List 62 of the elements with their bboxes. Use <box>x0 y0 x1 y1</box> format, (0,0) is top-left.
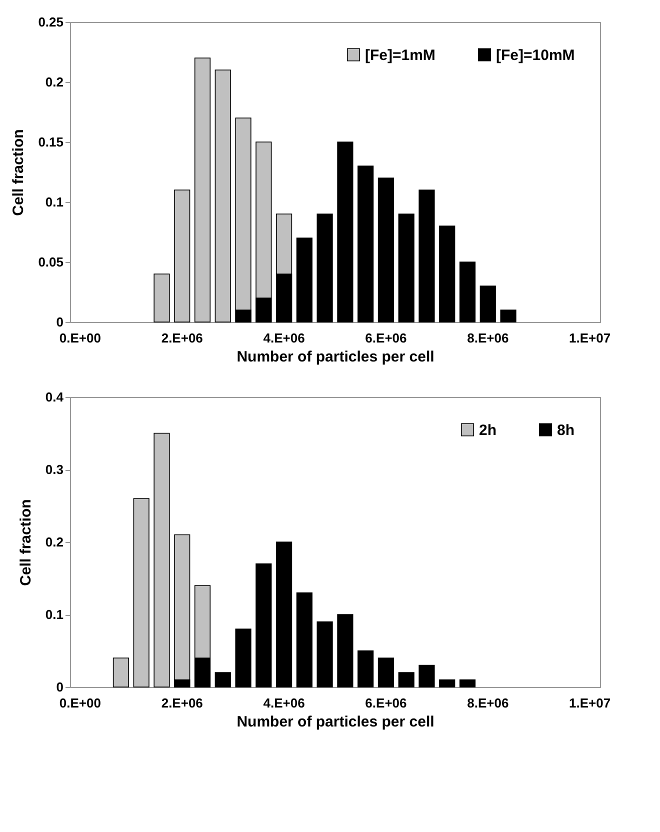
x-tick-label: 4.E+06 <box>263 330 305 346</box>
bar <box>316 214 333 322</box>
x-tick-label: 1.E+07 <box>569 696 611 710</box>
bar <box>459 679 476 688</box>
x-tick-label: 2.E+06 <box>161 330 203 346</box>
y-tick-label: 0.2 <box>45 534 64 550</box>
legend-label: 8h <box>557 422 575 439</box>
legend-label: [Fe]=10mM <box>496 46 575 64</box>
bar <box>133 498 150 688</box>
bar <box>378 658 394 688</box>
bar <box>459 262 476 322</box>
bar <box>296 238 312 322</box>
y-tick-label: 0.2 <box>45 74 64 90</box>
x-tick-label: 8.E+06 <box>467 330 509 346</box>
x-tick-label: 1.E+07 <box>569 330 611 346</box>
x-axis-title: Number of particles per cell <box>236 348 434 366</box>
bar <box>194 58 211 322</box>
y-tick-label: 0.1 <box>45 194 64 210</box>
bar <box>256 563 272 688</box>
y-tick-label: 0 <box>56 314 64 330</box>
bar <box>316 621 333 688</box>
bar <box>174 190 190 322</box>
y-tick-label: 0.1 <box>45 607 64 622</box>
legend-label: [Fe]=1mM <box>365 46 436 64</box>
bar <box>358 650 374 688</box>
x-tick-label: 4.E+06 <box>263 696 305 710</box>
bar <box>398 672 414 688</box>
bar <box>154 432 170 688</box>
x-axis-title: Number of particles per cell <box>236 714 434 730</box>
bar <box>276 542 292 688</box>
bar <box>214 672 231 688</box>
bar <box>358 166 374 322</box>
bar <box>418 190 435 322</box>
bar <box>154 274 170 322</box>
y-axis-title: Cell fraction <box>10 129 28 216</box>
y-tick-label: 0.25 <box>38 14 64 30</box>
y-tick-label: 0.15 <box>38 134 64 150</box>
bar <box>235 628 252 688</box>
bar <box>439 226 456 322</box>
x-tick-label: 6.E+06 <box>365 330 407 346</box>
y-tick-label: 0.3 <box>45 462 64 477</box>
legend-label: 2h <box>479 422 497 439</box>
bar <box>398 214 414 322</box>
bar <box>296 592 312 688</box>
x-tick-label: 6.E+06 <box>365 696 407 710</box>
y-tick-label: 0 <box>56 680 64 694</box>
bar <box>439 679 456 688</box>
bar <box>418 664 435 688</box>
bar <box>337 614 354 688</box>
y-tick-label: 0.4 <box>45 390 64 404</box>
y-axis-title: Cell fraction <box>17 499 34 586</box>
x-tick-label: 8.E+06 <box>467 696 509 710</box>
x-tick-label: 2.E+06 <box>161 696 203 710</box>
bar <box>112 658 130 688</box>
bar <box>480 286 496 322</box>
bar <box>378 178 394 322</box>
bar <box>337 142 354 322</box>
y-tick-label: 0.05 <box>38 254 64 270</box>
x-tick-label: 0.E+00 <box>59 330 101 346</box>
x-tick-label: 0.E+00 <box>59 696 101 710</box>
bar <box>500 310 516 322</box>
bar <box>214 70 231 322</box>
